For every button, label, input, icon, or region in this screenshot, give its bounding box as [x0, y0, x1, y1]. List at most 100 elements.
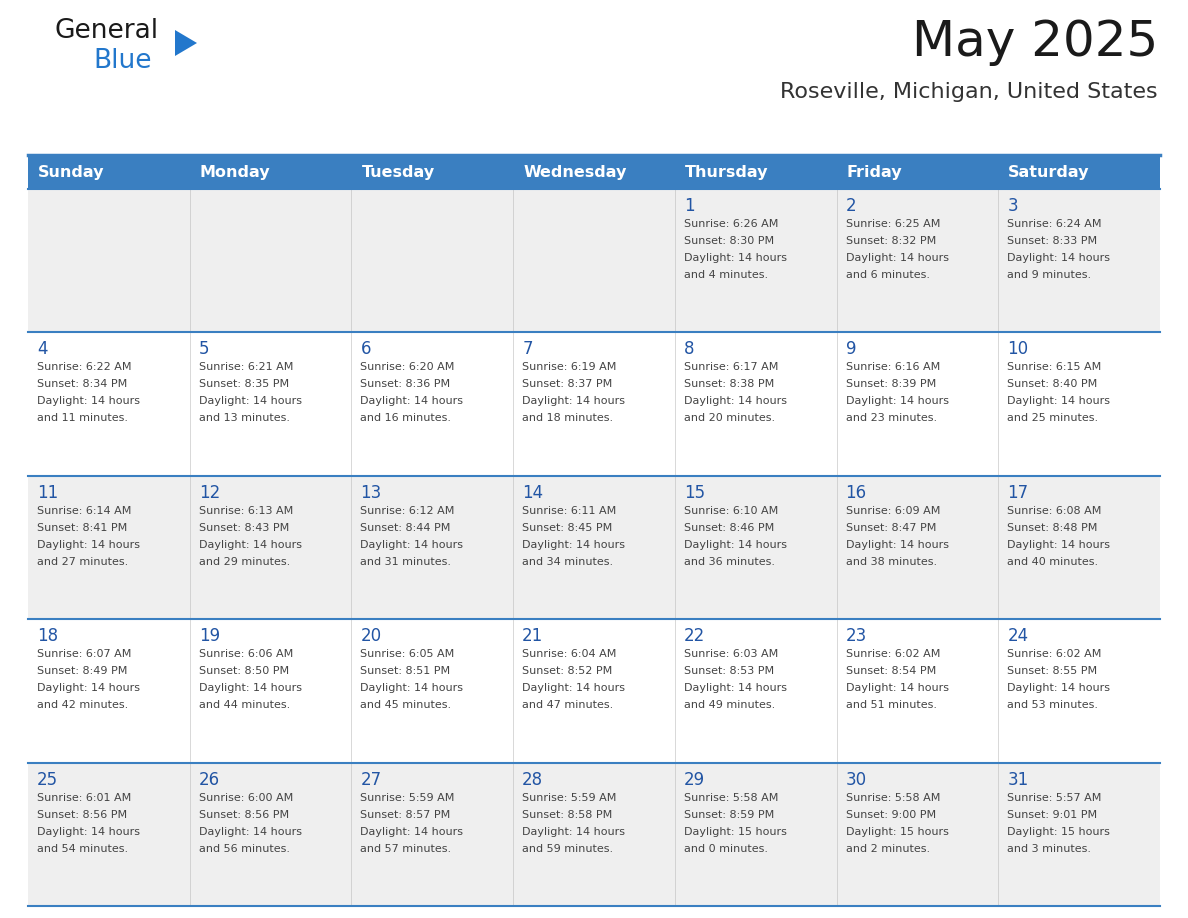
Bar — [998, 189, 1159, 332]
Text: Sunset: 8:51 PM: Sunset: 8:51 PM — [360, 666, 450, 677]
Bar — [29, 332, 190, 476]
Text: Sunrise: 6:00 AM: Sunrise: 6:00 AM — [198, 792, 293, 802]
Text: 11: 11 — [37, 484, 58, 502]
Text: Daylight: 14 hours: Daylight: 14 hours — [37, 826, 140, 836]
Text: Daylight: 14 hours: Daylight: 14 hours — [360, 683, 463, 693]
Text: Blue: Blue — [93, 48, 152, 74]
Text: and 25 minutes.: and 25 minutes. — [1007, 413, 1099, 423]
Text: Sunrise: 6:25 AM: Sunrise: 6:25 AM — [846, 219, 940, 229]
Bar — [29, 620, 190, 763]
Text: 29: 29 — [684, 770, 704, 789]
Text: Daylight: 14 hours: Daylight: 14 hours — [523, 397, 625, 407]
Text: Sunset: 8:56 PM: Sunset: 8:56 PM — [37, 810, 127, 820]
Text: Sunrise: 6:08 AM: Sunrise: 6:08 AM — [1007, 506, 1101, 516]
Text: Daylight: 14 hours: Daylight: 14 hours — [684, 397, 786, 407]
Bar — [836, 476, 998, 620]
Text: 10: 10 — [1007, 341, 1029, 358]
Text: 12: 12 — [198, 484, 220, 502]
Text: and 44 minutes.: and 44 minutes. — [198, 700, 290, 711]
Text: Sunset: 8:58 PM: Sunset: 8:58 PM — [523, 810, 612, 820]
Text: Sunrise: 6:11 AM: Sunrise: 6:11 AM — [523, 506, 617, 516]
Bar — [513, 189, 675, 332]
Text: Daylight: 14 hours: Daylight: 14 hours — [846, 683, 948, 693]
Text: and 54 minutes.: and 54 minutes. — [37, 844, 128, 854]
Bar — [675, 476, 836, 620]
Bar — [675, 763, 836, 906]
Bar — [836, 189, 998, 332]
Bar — [352, 155, 513, 189]
Bar — [352, 620, 513, 763]
Text: Sunset: 8:36 PM: Sunset: 8:36 PM — [360, 379, 450, 389]
Text: and 38 minutes.: and 38 minutes. — [846, 557, 936, 566]
Bar — [513, 155, 675, 189]
Text: Sunrise: 6:06 AM: Sunrise: 6:06 AM — [198, 649, 293, 659]
Text: and 27 minutes.: and 27 minutes. — [37, 557, 128, 566]
Text: 15: 15 — [684, 484, 704, 502]
Text: Daylight: 14 hours: Daylight: 14 hours — [198, 397, 302, 407]
Text: and 11 minutes.: and 11 minutes. — [37, 413, 128, 423]
Text: Daylight: 14 hours: Daylight: 14 hours — [360, 826, 463, 836]
Text: and 56 minutes.: and 56 minutes. — [198, 844, 290, 854]
Text: 9: 9 — [846, 341, 857, 358]
Bar — [190, 620, 352, 763]
Bar — [836, 620, 998, 763]
Text: General: General — [55, 18, 159, 44]
Text: Daylight: 14 hours: Daylight: 14 hours — [684, 253, 786, 263]
Text: Sunrise: 6:15 AM: Sunrise: 6:15 AM — [1007, 363, 1101, 373]
Bar — [190, 155, 352, 189]
Text: Sunset: 8:33 PM: Sunset: 8:33 PM — [1007, 236, 1098, 246]
Bar — [352, 476, 513, 620]
Text: Daylight: 15 hours: Daylight: 15 hours — [1007, 826, 1110, 836]
Text: 13: 13 — [360, 484, 381, 502]
Text: and 31 minutes.: and 31 minutes. — [360, 557, 451, 566]
Text: Sunrise: 6:22 AM: Sunrise: 6:22 AM — [37, 363, 132, 373]
Bar — [29, 476, 190, 620]
Text: Daylight: 14 hours: Daylight: 14 hours — [198, 826, 302, 836]
Bar — [29, 155, 190, 189]
Text: 20: 20 — [360, 627, 381, 645]
Bar — [836, 332, 998, 476]
Text: Sunrise: 6:12 AM: Sunrise: 6:12 AM — [360, 506, 455, 516]
Bar — [513, 763, 675, 906]
Text: Friday: Friday — [847, 164, 902, 180]
Text: Daylight: 14 hours: Daylight: 14 hours — [1007, 253, 1111, 263]
Text: Sunrise: 5:59 AM: Sunrise: 5:59 AM — [360, 792, 455, 802]
Text: Sunset: 8:39 PM: Sunset: 8:39 PM — [846, 379, 936, 389]
Text: Sunrise: 6:05 AM: Sunrise: 6:05 AM — [360, 649, 455, 659]
Text: 24: 24 — [1007, 627, 1029, 645]
Text: Daylight: 14 hours: Daylight: 14 hours — [37, 683, 140, 693]
Text: Sunset: 8:50 PM: Sunset: 8:50 PM — [198, 666, 289, 677]
Text: Sunset: 8:44 PM: Sunset: 8:44 PM — [360, 522, 450, 532]
Text: 2: 2 — [846, 197, 857, 215]
Text: Sunset: 8:41 PM: Sunset: 8:41 PM — [37, 522, 127, 532]
Text: Sunrise: 6:24 AM: Sunrise: 6:24 AM — [1007, 219, 1101, 229]
Bar — [513, 332, 675, 476]
Text: 27: 27 — [360, 770, 381, 789]
Text: Sunrise: 6:17 AM: Sunrise: 6:17 AM — [684, 363, 778, 373]
Text: Daylight: 14 hours: Daylight: 14 hours — [1007, 397, 1111, 407]
Text: 19: 19 — [198, 627, 220, 645]
Text: 16: 16 — [846, 484, 867, 502]
Text: and 36 minutes.: and 36 minutes. — [684, 557, 775, 566]
Bar — [352, 763, 513, 906]
Text: Sunset: 8:56 PM: Sunset: 8:56 PM — [198, 810, 289, 820]
Text: Sunset: 8:53 PM: Sunset: 8:53 PM — [684, 666, 775, 677]
Text: Sunset: 8:54 PM: Sunset: 8:54 PM — [846, 666, 936, 677]
Text: Sunrise: 6:01 AM: Sunrise: 6:01 AM — [37, 792, 131, 802]
Text: and 13 minutes.: and 13 minutes. — [198, 413, 290, 423]
Text: and 29 minutes.: and 29 minutes. — [198, 557, 290, 566]
Text: Sunrise: 6:19 AM: Sunrise: 6:19 AM — [523, 363, 617, 373]
Text: Sunrise: 6:14 AM: Sunrise: 6:14 AM — [37, 506, 132, 516]
Text: Sunrise: 6:21 AM: Sunrise: 6:21 AM — [198, 363, 293, 373]
Text: Sunset: 8:47 PM: Sunset: 8:47 PM — [846, 522, 936, 532]
Text: Sunset: 8:45 PM: Sunset: 8:45 PM — [523, 522, 612, 532]
Text: Sunrise: 6:13 AM: Sunrise: 6:13 AM — [198, 506, 293, 516]
Text: Sunday: Sunday — [38, 164, 105, 180]
Text: Sunset: 8:55 PM: Sunset: 8:55 PM — [1007, 666, 1098, 677]
Text: Daylight: 14 hours: Daylight: 14 hours — [684, 683, 786, 693]
Text: 7: 7 — [523, 341, 532, 358]
Bar — [190, 189, 352, 332]
Text: and 20 minutes.: and 20 minutes. — [684, 413, 775, 423]
Text: and 51 minutes.: and 51 minutes. — [846, 700, 936, 711]
Text: Sunrise: 6:16 AM: Sunrise: 6:16 AM — [846, 363, 940, 373]
